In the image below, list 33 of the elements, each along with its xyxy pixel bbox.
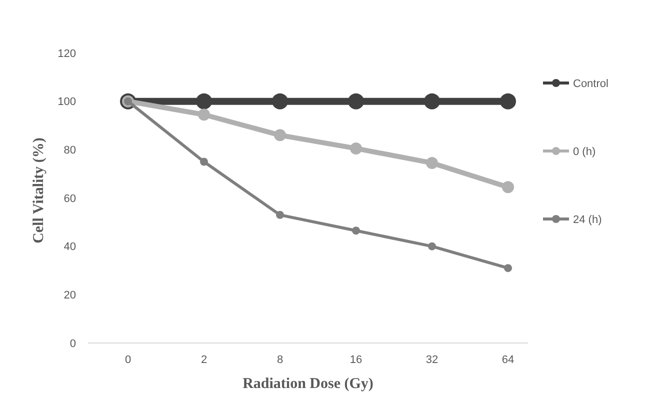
point (196, 93, 212, 110)
point (502, 181, 514, 194)
y-tick-label: 60 (64, 192, 76, 205)
x-axis-title: Radiation Dose (Gy) (242, 376, 374, 392)
y-tick-label: 0 (70, 338, 76, 350)
x-tick-label: 64 (502, 354, 514, 366)
y-tick-label: 20 (64, 290, 76, 302)
y-axis-title: Cell Vitality (%) (31, 138, 47, 244)
point (198, 108, 210, 121)
y-tick-label: 80 (64, 144, 76, 157)
point (504, 264, 512, 272)
legend-label: Control (573, 78, 608, 90)
point (424, 93, 440, 110)
point (426, 156, 438, 169)
y-tick-label: 40 (64, 241, 76, 254)
point (274, 129, 286, 142)
point (428, 242, 436, 250)
x-tick-label: 32 (426, 354, 438, 366)
x-tick-label: 16 (350, 354, 362, 366)
point (276, 210, 284, 219)
x-tick-label: 2 (200, 354, 208, 366)
point (352, 226, 360, 235)
point (272, 93, 288, 110)
y-tick-label: 120 (58, 48, 76, 60)
legend-label: 0 (h) (573, 146, 596, 158)
x-tick-label: 0 (124, 354, 132, 366)
y-tick-label: 100 (58, 96, 76, 108)
point (500, 93, 516, 110)
point (350, 142, 362, 154)
legend-label: 24 (h) (573, 214, 602, 226)
x-tick-label: 8 (276, 354, 284, 366)
point (348, 93, 364, 110)
point (200, 158, 208, 166)
